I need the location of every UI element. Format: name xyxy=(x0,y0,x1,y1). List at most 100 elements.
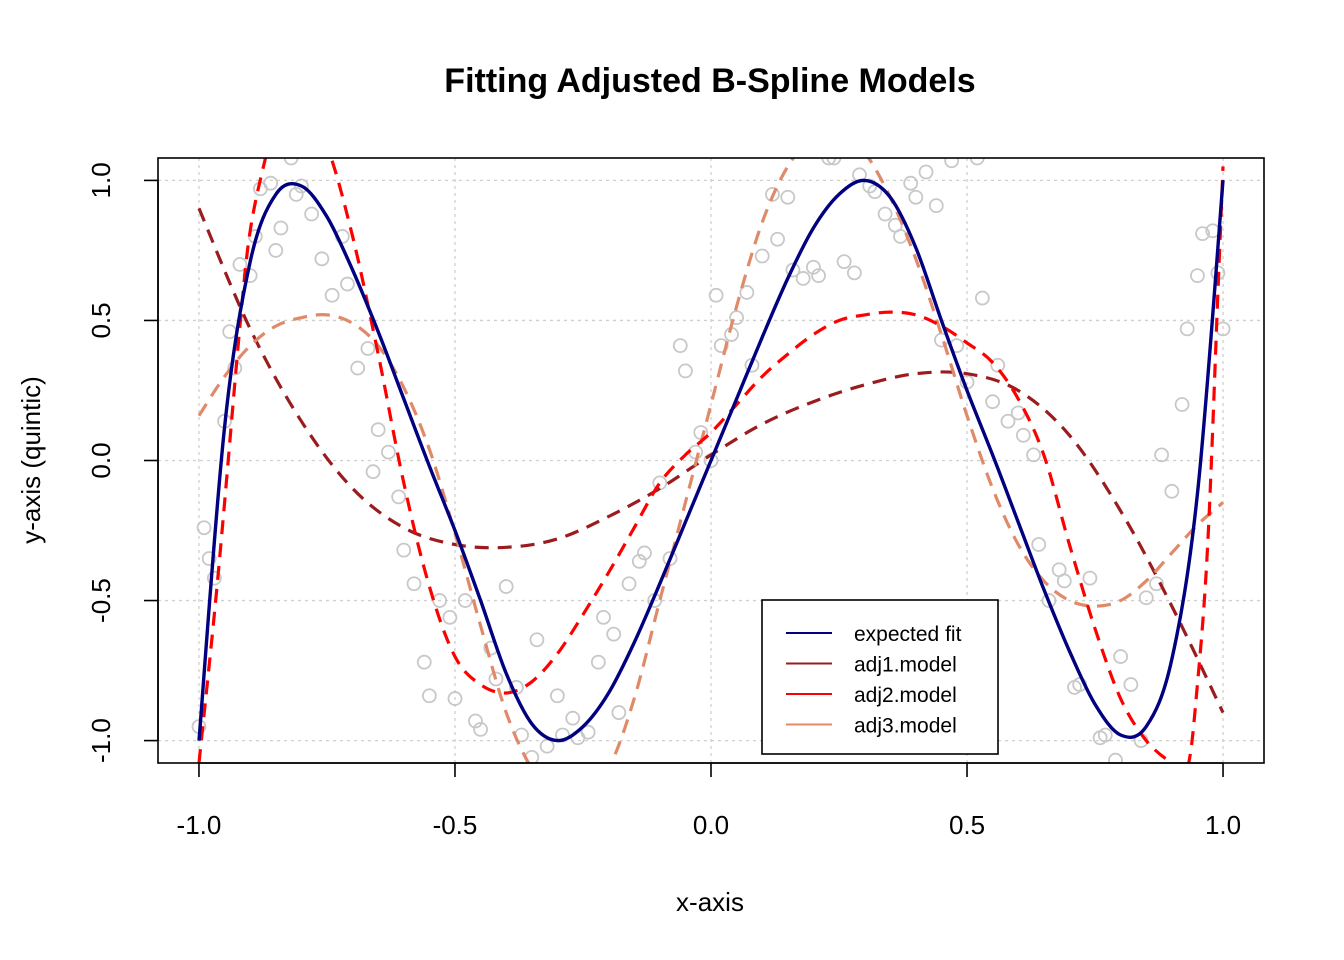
data-point xyxy=(391,489,407,505)
x-tick-label: 0.5 xyxy=(949,810,985,840)
legend-label: expected fit xyxy=(854,623,962,646)
x-tick-label: 1.0 xyxy=(1205,810,1241,840)
data-point xyxy=(304,206,320,222)
data-point xyxy=(227,360,243,376)
data-point xyxy=(263,175,279,191)
data-point xyxy=(596,609,611,625)
data-point xyxy=(314,251,330,267)
data-point xyxy=(442,609,458,625)
series-line-expected-fit xyxy=(197,178,1225,743)
data-point xyxy=(903,175,919,191)
data-point xyxy=(1174,397,1190,412)
data-point xyxy=(1123,677,1139,692)
legend-label: adj3.model xyxy=(854,715,957,738)
data-point xyxy=(1041,593,1057,608)
data-point xyxy=(565,710,581,726)
data-point xyxy=(370,422,386,438)
data-point xyxy=(611,705,627,720)
data-point xyxy=(196,520,212,536)
x-tick-label: -1.0 xyxy=(177,810,222,840)
data-point xyxy=(770,231,785,247)
data-point xyxy=(1164,483,1180,499)
series-line-adj3-model xyxy=(197,158,1225,763)
x-axis: -1.0 -0.5 0.0 0.5 1.0 xyxy=(177,762,1241,840)
data-point xyxy=(754,248,770,264)
x-tick-label: 0.0 xyxy=(693,810,729,840)
data-point xyxy=(340,276,355,292)
data-point xyxy=(381,444,396,460)
data-point xyxy=(365,464,381,480)
data-point xyxy=(893,229,908,244)
data-point xyxy=(606,626,622,642)
data-point xyxy=(631,553,647,569)
data-point xyxy=(457,593,473,608)
data-point xyxy=(1082,570,1098,586)
data-point xyxy=(273,220,289,236)
data-point xyxy=(549,688,565,704)
data-point xyxy=(421,688,437,704)
legend-label: adj1.model xyxy=(854,654,957,677)
data-point xyxy=(1154,447,1169,463)
data-point xyxy=(836,254,852,270)
data-point xyxy=(406,576,422,592)
data-point xyxy=(350,360,366,376)
data-point xyxy=(621,576,637,592)
data-point xyxy=(1113,649,1129,664)
data-point xyxy=(928,198,944,214)
data-point xyxy=(985,394,1001,410)
data-point xyxy=(360,341,376,356)
data-point xyxy=(1179,321,1195,337)
data-point xyxy=(283,158,299,166)
data-point xyxy=(580,724,596,740)
legend-label: adj2.model xyxy=(854,684,957,707)
data-point xyxy=(447,691,463,706)
data-point xyxy=(206,570,222,586)
legend: expected fit adj1.model adj2.model adj3.mod… xyxy=(761,599,999,755)
data-point xyxy=(708,287,724,303)
data-point xyxy=(918,164,934,180)
data-point xyxy=(785,262,801,278)
data-point xyxy=(416,654,432,670)
data-point xyxy=(811,268,826,284)
data-point xyxy=(529,632,545,648)
y-tick-label: 1.0 xyxy=(86,162,116,198)
data-point xyxy=(1108,752,1123,763)
data-point xyxy=(396,542,412,558)
data-point xyxy=(795,271,811,286)
data-point xyxy=(539,738,555,754)
data-point xyxy=(432,593,448,608)
data-point xyxy=(877,206,893,222)
y-axis: -1.0 -0.5 0.0 0.5 1.0 xyxy=(86,162,159,763)
data-point xyxy=(590,654,606,670)
y-tick-label: -0.5 xyxy=(86,578,116,623)
data-point xyxy=(806,259,821,275)
data-point xyxy=(908,189,924,205)
data-point xyxy=(468,713,483,729)
legend-box xyxy=(761,599,999,755)
data-point xyxy=(765,187,780,202)
data-point xyxy=(268,243,284,258)
data-point xyxy=(1000,413,1016,429)
data-point xyxy=(222,324,238,340)
data-point xyxy=(944,158,960,169)
data-point xyxy=(672,338,688,354)
data-point xyxy=(826,158,842,166)
data-point xyxy=(1056,573,1072,589)
y-axis-label: y-axis (quintic) xyxy=(16,376,46,544)
data-point xyxy=(780,189,796,205)
data-point xyxy=(1010,405,1026,421)
series-lines xyxy=(197,158,1225,763)
data-point xyxy=(293,178,309,194)
x-axis-label: x-axis xyxy=(676,887,744,917)
data-point xyxy=(1015,427,1031,443)
data-point xyxy=(677,363,693,379)
y-tick-label: 0.5 xyxy=(86,302,116,338)
data-point xyxy=(688,444,704,460)
data-point xyxy=(739,285,755,300)
data-point xyxy=(488,671,504,687)
series-line-adj2-model xyxy=(197,158,1225,763)
data-point xyxy=(637,545,652,561)
data-point xyxy=(473,721,488,737)
data-point xyxy=(1031,537,1047,552)
